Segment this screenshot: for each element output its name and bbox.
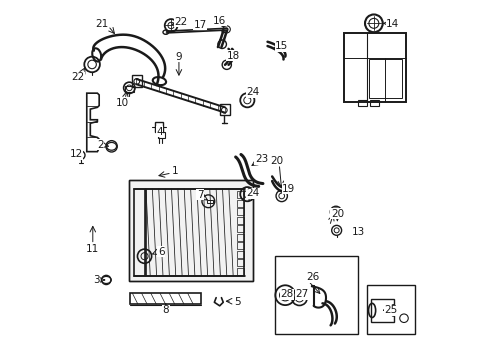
Text: 22: 22 <box>71 72 84 82</box>
Text: 28: 28 <box>280 289 293 299</box>
Text: 22: 22 <box>174 17 187 27</box>
Text: 12: 12 <box>69 149 82 159</box>
Bar <box>145 189 244 276</box>
Bar <box>368 59 402 99</box>
Bar <box>236 217 244 224</box>
Bar <box>344 33 406 102</box>
Bar <box>206 200 213 203</box>
Text: 8: 8 <box>162 305 169 315</box>
Text: 27: 27 <box>295 289 308 299</box>
Text: 17: 17 <box>193 20 206 30</box>
Bar <box>236 200 244 207</box>
Bar <box>236 242 244 249</box>
Bar <box>369 100 378 105</box>
Text: 23: 23 <box>254 154 267 165</box>
Text: 21: 21 <box>95 19 108 29</box>
Text: 15: 15 <box>275 41 288 51</box>
Text: 2: 2 <box>97 140 103 149</box>
Text: 4: 4 <box>156 127 163 137</box>
Bar <box>370 299 394 322</box>
Text: 3: 3 <box>93 275 100 285</box>
Text: 25: 25 <box>384 305 397 315</box>
Text: 13: 13 <box>351 228 365 238</box>
Bar <box>357 100 366 105</box>
Text: 5: 5 <box>234 297 240 307</box>
Bar <box>236 260 244 266</box>
Bar <box>157 132 164 138</box>
Bar <box>129 180 253 281</box>
Text: 20: 20 <box>330 209 343 219</box>
Bar <box>155 122 163 132</box>
Bar <box>236 192 244 198</box>
Bar <box>129 180 253 281</box>
Text: 10: 10 <box>116 98 128 108</box>
Bar <box>236 225 244 233</box>
Text: 18: 18 <box>226 51 239 61</box>
Bar <box>219 104 230 116</box>
Bar <box>274 256 357 334</box>
Text: 24: 24 <box>246 189 260 198</box>
Bar <box>236 251 244 258</box>
Text: 1: 1 <box>172 166 178 176</box>
Text: 16: 16 <box>213 15 226 26</box>
Bar <box>236 268 244 275</box>
Text: 26: 26 <box>305 273 319 283</box>
Text: 11: 11 <box>86 244 99 254</box>
Bar <box>236 234 244 241</box>
Bar <box>132 75 142 87</box>
Text: 7: 7 <box>197 190 203 200</box>
Bar <box>134 189 144 276</box>
Bar <box>124 86 134 92</box>
Text: 6: 6 <box>158 247 164 257</box>
Text: 14: 14 <box>385 19 399 29</box>
Text: 24: 24 <box>246 87 260 97</box>
Text: 20: 20 <box>270 156 283 166</box>
Bar <box>130 293 201 304</box>
Bar <box>236 208 244 215</box>
Text: 19: 19 <box>282 184 295 194</box>
Text: 9: 9 <box>175 51 182 62</box>
Bar <box>366 284 414 334</box>
